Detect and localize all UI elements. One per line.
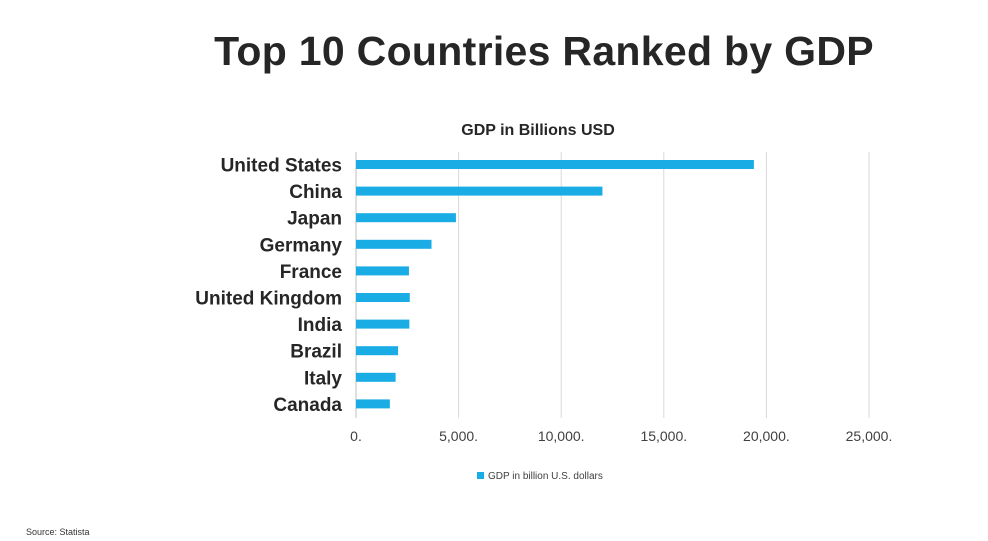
category-label-france: France [280,262,342,283]
x-tick-label: 0. [350,428,362,444]
bar-italy [356,372,396,382]
grid-lines [355,152,870,418]
bar-united-states [356,160,754,169]
x-tick-label: 15,000. [640,428,687,444]
category-label-united-states: United States [221,156,342,177]
category-labels: United States China Japan Germany France Unit… [195,156,342,416]
bar-india [356,319,410,329]
x-tick-label: 20,000. [743,428,790,444]
bar-japan [356,213,456,223]
category-label-canada: Canada [273,395,342,416]
legend-label: GDP in billion U.S. dollars [488,471,603,482]
x-axis-ticks: 0. 5,000. 10,000. 15,000. 20,000. 25,000. [350,428,892,444]
legend-swatch [477,472,484,479]
category-label-india: India [298,315,343,336]
x-tick-label: 10,000. [538,428,585,444]
bar-united-kingdom [356,293,410,302]
bar-canada [356,399,390,409]
category-label-united-kingdom: United Kingdom [195,289,342,310]
page-title: Top 10 Countries Ranked by GDP [214,28,874,74]
x-tick-label: 5,000. [439,428,478,444]
category-label-germany: Germany [260,235,343,256]
category-label-brazil: Brazil [290,342,342,363]
bar-france [356,266,409,276]
bar-brazil [356,346,399,356]
chart-title: GDP in Billions USD [461,122,615,139]
x-tick-label: 25,000. [846,428,893,444]
source-note: Source: Statista [26,527,90,537]
legend: GDP in billion U.S. dollars [477,471,603,482]
bar-germany [356,239,432,249]
category-label-italy: Italy [304,368,342,389]
category-label-japan: Japan [287,209,342,230]
category-label-china: China [289,182,342,203]
bar-china [356,186,603,196]
bars [356,160,754,409]
